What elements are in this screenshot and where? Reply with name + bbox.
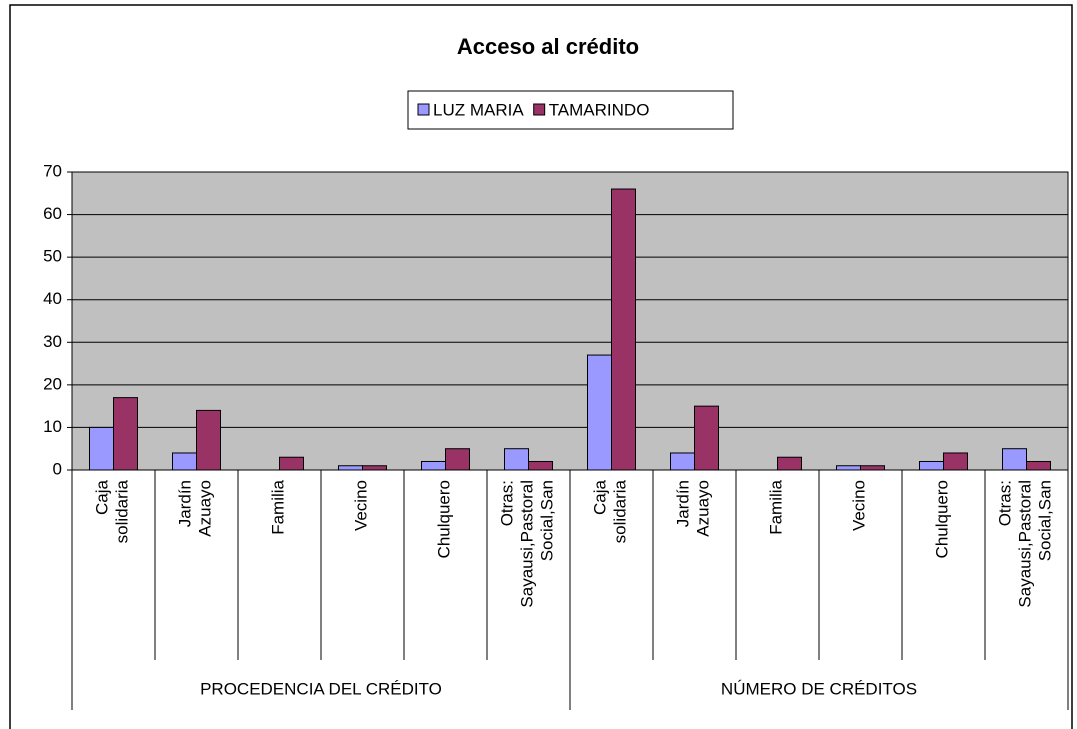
x-tick-label: Otras:Sayausi,PastoralSocial,San [996, 480, 1055, 608]
y-tick-label: 60 [43, 204, 62, 223]
bar [528, 460, 553, 471]
bar [943, 452, 968, 471]
bar [362, 465, 387, 471]
bar [1026, 460, 1051, 471]
bar [670, 452, 695, 471]
y-tick-label: 50 [43, 247, 62, 266]
legend-box [407, 90, 734, 130]
x-tick-label: Chulquero [933, 480, 952, 558]
bar [504, 448, 529, 471]
bar [196, 409, 221, 471]
x-tick-label: Cajasolidaria [93, 479, 132, 543]
x-tick-label: Otras:Sayausi,PastoralSocial,San [498, 480, 557, 608]
bar [919, 460, 944, 471]
bar [172, 452, 197, 471]
group-label: NÚMERO DE CRÉDITOS [721, 679, 917, 698]
x-tick-label: JardínAzuayo [176, 480, 215, 537]
bar [1002, 448, 1027, 471]
legend: LUZ MARIA TAMARINDO [407, 90, 734, 130]
bar [89, 426, 114, 471]
x-tick-label: Vecino [850, 480, 869, 531]
x-tick-label: Chulquero [435, 480, 454, 558]
y-tick-label: 30 [43, 332, 62, 351]
chart-frame [9, 4, 1073, 729]
bar [836, 465, 861, 471]
bar [445, 448, 470, 471]
y-tick-label: 10 [43, 417, 62, 436]
legend-label: TAMARINDO [549, 100, 650, 119]
y-tick-label: 70 [43, 161, 62, 180]
group-label: PROCEDENCIA DEL CRÉDITO [200, 679, 442, 698]
y-tick-label: 20 [43, 374, 62, 393]
bar [338, 465, 363, 471]
x-tick-label: Cajasolidaria [591, 479, 630, 543]
bar [860, 465, 885, 471]
bar [694, 405, 719, 471]
chart-title: Acceso al crédito [457, 34, 639, 59]
bar [279, 456, 304, 471]
plot-area [71, 171, 1069, 471]
bar [587, 354, 612, 471]
x-tick-label: Familia [767, 479, 786, 534]
x-tick-label: JardínAzuayo [674, 480, 713, 537]
legend-label: LUZ MARIA [433, 100, 524, 119]
bar [113, 397, 138, 471]
y-tick-label: 0 [53, 459, 62, 478]
bar [421, 460, 446, 471]
bar [777, 456, 802, 471]
y-tick-label: 40 [43, 289, 62, 308]
x-tick-label: Familia [269, 479, 288, 534]
legend-swatch [533, 103, 546, 116]
bar [611, 188, 636, 471]
legend-swatch [417, 103, 430, 116]
x-tick-label: Vecino [352, 480, 371, 531]
